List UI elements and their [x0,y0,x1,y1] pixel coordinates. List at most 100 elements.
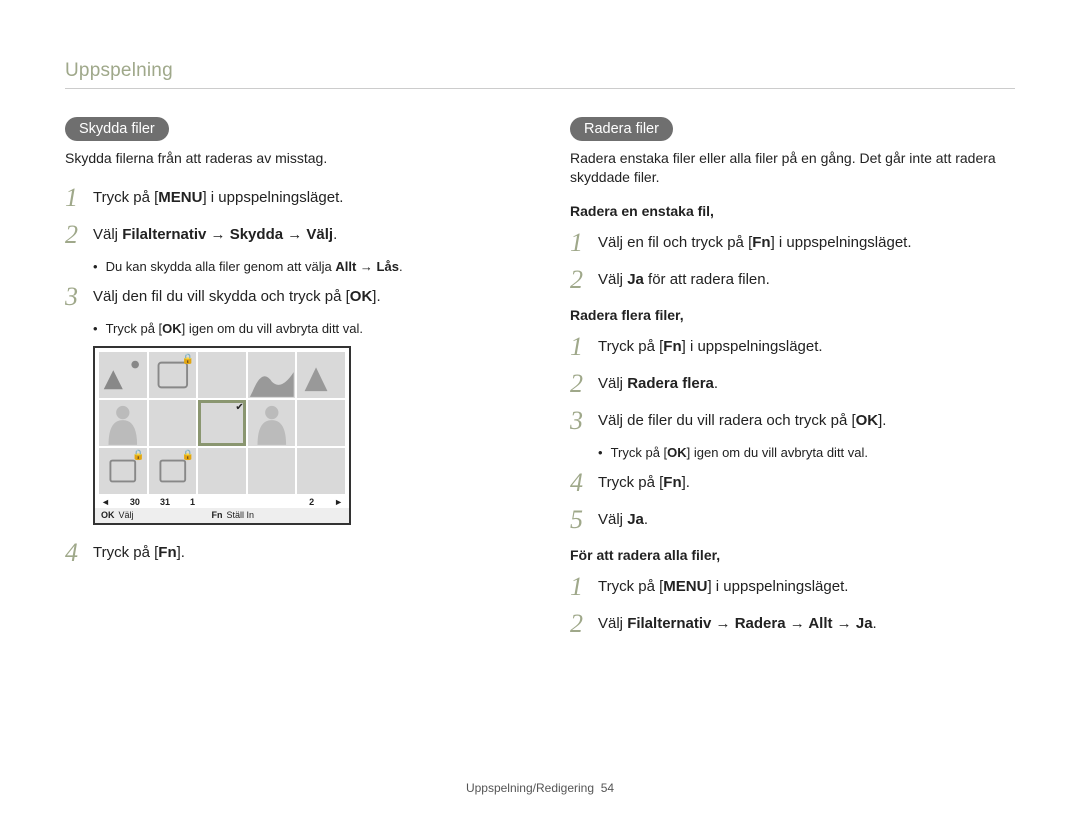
ok-label: OK [101,510,115,520]
step-text: Tryck på [Fn]. [598,469,690,494]
thumb: 🔒 [149,352,197,398]
step-text: Välj Filalternativ → Skydda → Välj. [93,221,337,246]
step-text: Välj Filalternativ → Radera → Allt → Ja. [598,610,877,635]
step-number: 2 [570,370,598,397]
thumb: 🔒 [149,448,197,494]
t: ]. [372,288,380,305]
step-number: 3 [65,283,93,310]
fn-label: Fn [212,510,223,520]
t: ] i uppspelningsläget. [202,189,343,206]
step-3: 3 Välj den fil du vill skydda och tryck … [65,283,510,310]
page-number: 54 [601,781,614,795]
date-row: ◄ 30 31 1 2 ► [95,496,349,508]
bullet: Tryck på [OK] igen om du vill avbryta di… [598,444,1015,462]
date: 2 [309,497,314,507]
action-row: OK Välj Fn Ställ In [95,508,349,523]
step-text: Tryck på [Fn]. [93,539,185,564]
breadcrumb: Uppspelning [65,60,1015,89]
t: . [714,375,718,392]
t: . [644,511,648,528]
step-2: 2 Välj Filalternativ → Radera → Allt → J… [570,610,1015,637]
step-text: Välj den fil du vill skydda och tryck på… [93,283,381,308]
t: Tryck på [ [611,445,668,460]
intro-text: Skydda filerna från att raderas av misst… [65,149,510,168]
step-3: 3 Välj de filer du vill radera och tryck… [570,407,1015,434]
thumb [297,400,345,446]
bullet: Tryck på [OK] igen om du vill avbryta di… [93,320,510,338]
thumb [248,400,296,446]
thumb [198,352,246,398]
step-number: 2 [65,221,93,248]
key-fn: Fn [663,338,681,355]
step-2: 2 Välj Ja för att radera filen. [570,266,1015,293]
key-ok: OK [350,288,373,305]
step-1: 1 Tryck på [MENU] i uppspelningsläget. [65,184,510,211]
t: för att radera filen. [644,271,770,288]
footer-text: Uppspelning/Redigering [466,781,594,795]
step-4: 4 Tryck på [Fn]. [65,539,510,566]
step-1: 1 Tryck på [Fn] i uppspelningsläget. [570,333,1015,360]
thumbnail-grid: 🔒 ✔︎ 🔒 🔒 [95,348,349,496]
t: ]. [878,412,886,429]
t: Tryck på [ [598,338,663,355]
key-menu: MENU [158,189,202,206]
lock-icon: 🔒 [132,450,144,461]
t: Välj [598,375,627,392]
t: Radera flera [627,375,714,392]
fn-text: Ställ In [227,510,255,520]
step-text: Tryck på [Fn] i uppspelningsläget. [598,333,823,358]
step-text: Tryck på [MENU] i uppspelningsläget. [598,573,848,598]
t: . [873,615,877,632]
key-ok: OK [667,445,687,460]
step-2: 2 Välj Radera flera. [570,370,1015,397]
check-icon: ✔︎ [235,402,243,413]
step-text: Välj Ja för att radera filen. [598,266,770,291]
key-ok: OK [162,321,182,336]
t: Allt [335,259,356,274]
t: Välj de filer du vill radera och tryck p… [598,412,856,429]
t: Tryck på [ [598,474,663,491]
t: . [399,259,403,274]
t: Lås [377,259,399,274]
step-number: 2 [570,610,598,637]
t: ]. [682,474,690,491]
t: Tryck på [ [93,189,158,206]
t: Välj [93,226,122,243]
date: 1 [190,497,195,507]
date: 31 [160,497,170,507]
ok-text: Välj [119,510,134,520]
t: ] i uppspelningsläget. [771,234,912,251]
step-text: Välj en fil och tryck på [Fn] i uppspeln… [598,229,912,254]
t: Välj den fil du vill skydda och tryck på… [93,288,350,305]
step-1: 1 Välj en fil och tryck på [Fn] i uppspe… [570,229,1015,256]
lock-icon: 🔒 [182,450,194,461]
step-text: Välj de filer du vill radera och tryck p… [598,407,886,432]
thumb [297,448,345,494]
date: 30 [130,497,140,507]
step-text: Tryck på [MENU] i uppspelningsläget. [93,184,343,209]
t: ] igen om du vill avbryta ditt val. [687,445,868,460]
thumb [99,352,147,398]
step-number: 4 [65,539,93,566]
thumb [297,352,345,398]
thumbnail-screenshot: 🔒 ✔︎ 🔒 🔒 ◄ 30 31 1 2 [93,346,351,525]
section-pill-skydda: Skydda filer [65,117,169,141]
t: . [333,226,337,243]
t: Välj [598,511,627,528]
thumb [99,400,147,446]
step-number: 1 [65,184,93,211]
t: Ja [627,271,644,288]
menu-path: Filalternativ → Skydda → Välj [122,226,333,243]
step-4: 4 Tryck på [Fn]. [570,469,1015,496]
t: Välj [598,271,627,288]
key-fn: Fn [663,474,681,491]
t: ] igen om du vill avbryta ditt val. [182,321,363,336]
t: ]. [177,544,185,561]
step-1: 1 Tryck på [MENU] i uppspelningsläget. [570,573,1015,600]
key-fn: Fn [752,234,770,251]
subheading: Radera flera filer, [570,307,1015,323]
t: Välj en fil och tryck på [ [598,234,752,251]
subheading: För att radera alla filer, [570,547,1015,563]
t: Tryck på [ [93,544,158,561]
t: ] i uppspelningsläget. [707,578,848,595]
